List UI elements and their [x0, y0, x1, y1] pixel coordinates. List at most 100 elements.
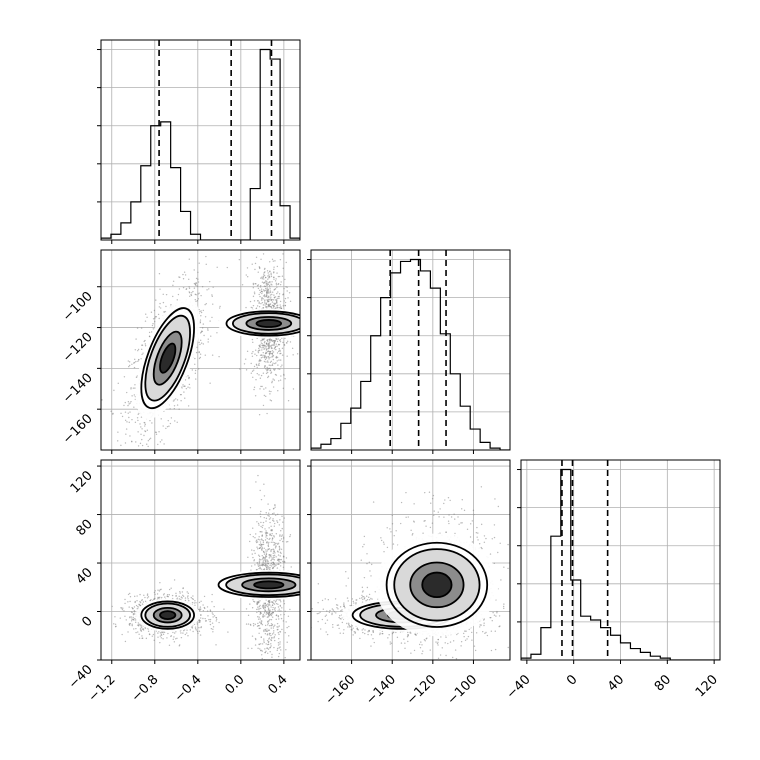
scatter-point	[267, 340, 269, 343]
scatter-point	[134, 358, 136, 361]
scatter-point	[270, 634, 272, 637]
scatter-point	[274, 296, 277, 298]
scatter-point	[252, 622, 255, 625]
scatter-point	[264, 609, 266, 611]
scatter-point	[213, 615, 216, 617]
scatter-point	[271, 344, 273, 346]
scatter-point	[277, 554, 280, 556]
scatter-point	[264, 347, 266, 349]
scatter-point	[274, 639, 276, 642]
scatter-point	[120, 607, 122, 609]
scatter-point	[275, 546, 277, 548]
scatter-point	[194, 372, 197, 375]
scatter-point	[267, 356, 270, 358]
scatter-point	[292, 388, 295, 390]
scatter-point	[186, 632, 188, 634]
scatter-point	[188, 291, 190, 293]
scatter-point	[184, 379, 187, 381]
scatter-point	[324, 615, 327, 618]
scatter-point	[268, 567, 270, 570]
scatter-point	[262, 616, 265, 618]
scatter-point	[272, 632, 275, 634]
scatter-point	[272, 358, 275, 361]
scatter-point	[276, 663, 277, 664]
scatter-point	[203, 595, 206, 598]
scatter-point	[281, 364, 283, 366]
scatter-point	[271, 291, 274, 293]
scatter-point	[180, 393, 182, 396]
scatter-point	[281, 628, 283, 631]
scatter-point	[271, 604, 274, 606]
scatter-point	[267, 275, 269, 277]
scatter-point	[263, 604, 265, 606]
scatter-point	[284, 656, 286, 659]
scatter-point	[117, 382, 119, 385]
scatter-point	[261, 623, 264, 626]
scatter-point	[268, 548, 271, 550]
scatter-point	[170, 304, 172, 306]
scatter-point	[129, 596, 132, 598]
scatter-point	[346, 597, 349, 599]
scatter-point	[282, 341, 284, 344]
scatter-point	[256, 305, 259, 307]
scatter-point	[273, 603, 276, 605]
scatter-point	[194, 628, 197, 630]
scatter-point	[150, 331, 153, 333]
scatter-point	[274, 542, 277, 545]
scatter-point	[260, 636, 263, 638]
scatter-point	[284, 337, 286, 340]
scatter-point	[272, 606, 274, 609]
scatter-point	[280, 649, 282, 651]
scatter-point	[162, 594, 165, 596]
scatter-point	[276, 542, 278, 545]
scatter-point	[269, 298, 272, 300]
scatter-point	[261, 559, 263, 561]
scatter-point	[193, 287, 196, 289]
scatter-point	[263, 348, 265, 350]
scatter-point	[138, 623, 140, 626]
scatter-point	[280, 601, 282, 603]
scatter-point	[267, 624, 269, 626]
scatter-point	[277, 513, 279, 516]
scatter-point	[285, 261, 287, 264]
scatter-point	[265, 356, 268, 358]
scatter-point	[282, 293, 284, 296]
scatter-point	[173, 405, 176, 407]
scatter-point	[282, 267, 284, 270]
scatter-point	[257, 287, 260, 290]
scatter-point	[268, 527, 270, 529]
scatter-point	[274, 345, 277, 348]
scatter-point	[135, 360, 137, 363]
scatter-point	[275, 533, 278, 535]
scatter-point	[139, 593, 141, 596]
scatter-point	[258, 563, 260, 565]
scatter-point	[267, 290, 270, 292]
scatter-point	[274, 339, 277, 342]
scatter-point	[272, 567, 274, 570]
scatter-point	[270, 272, 272, 275]
scatter-point	[273, 294, 275, 296]
scatter-point	[285, 621, 287, 623]
scatter-point	[254, 671, 255, 672]
scatter-point	[159, 302, 161, 305]
scatter-point	[200, 294, 202, 297]
scatter-point	[271, 352, 273, 355]
scatter-point	[264, 557, 266, 560]
p21-density-contour	[159, 342, 177, 374]
scatter-point	[271, 284, 273, 286]
scatter-point	[274, 514, 277, 516]
scatter-point	[268, 276, 271, 278]
scatter-point	[152, 318, 155, 320]
scatter-point	[170, 417, 173, 419]
scatter-point	[287, 297, 289, 299]
scatter-point	[127, 401, 130, 403]
scatter-point	[269, 609, 271, 611]
scatter-point	[257, 616, 259, 618]
scatter-point	[203, 334, 205, 337]
scatter-point	[212, 628, 214, 630]
scatter-point	[257, 548, 259, 550]
scatter-point	[296, 607, 297, 608]
scatter-point	[270, 645, 272, 647]
scatter-point	[265, 343, 268, 345]
scatter-point	[267, 643, 269, 646]
